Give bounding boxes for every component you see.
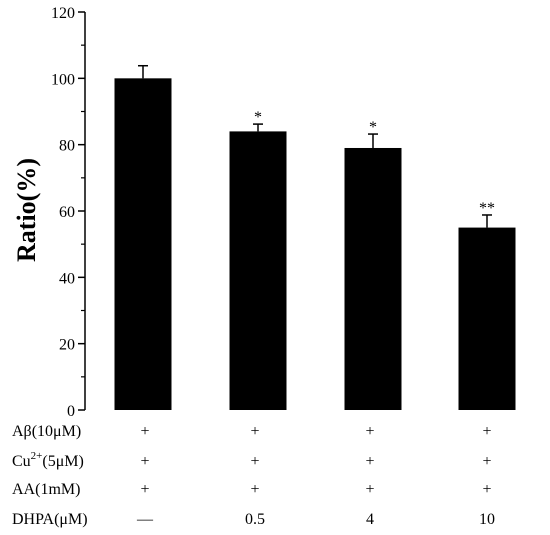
condition-value: + bbox=[482, 481, 491, 498]
condition-value: 10 bbox=[479, 511, 495, 528]
condition-label: Aβ(10μM) bbox=[12, 423, 81, 440]
condition-value: + bbox=[250, 453, 259, 470]
significance-mark: * bbox=[369, 119, 377, 136]
y-tick-label: 100 bbox=[51, 71, 75, 88]
y-tick-label: 80 bbox=[59, 138, 75, 155]
condition-label: Cu2+(5μM) bbox=[12, 450, 84, 470]
condition-value: 0.5 bbox=[245, 511, 265, 528]
condition-value: + bbox=[250, 481, 259, 498]
bar bbox=[344, 147, 402, 410]
condition-value: + bbox=[140, 423, 149, 440]
condition-value: + bbox=[482, 453, 491, 470]
condition-value: — bbox=[136, 511, 154, 528]
condition-value: + bbox=[482, 423, 491, 440]
condition-value: + bbox=[365, 423, 374, 440]
condition-value: + bbox=[365, 481, 374, 498]
y-tick-label: 60 bbox=[59, 204, 75, 221]
bars: **** bbox=[114, 64, 516, 410]
condition-table: Aβ(10μM) + + + + Cu2+(5μM) + + + + AA(1mM) + + + + DHPA… bbox=[12, 423, 495, 528]
condition-value: + bbox=[140, 481, 149, 498]
bar bbox=[458, 227, 516, 410]
condition-value: + bbox=[365, 453, 374, 470]
condition-value: + bbox=[250, 423, 259, 440]
y-axis-label: Ratio(%) bbox=[12, 158, 41, 262]
significance-mark: ** bbox=[479, 200, 495, 217]
y-tick-label: 40 bbox=[59, 270, 75, 287]
y-tick-label: 20 bbox=[59, 337, 75, 354]
y-tick-label: 120 bbox=[51, 5, 75, 22]
bar bbox=[114, 78, 172, 410]
condition-label: AA(1mM) bbox=[12, 481, 80, 498]
condition-value: + bbox=[140, 453, 149, 470]
y-axis: 0 20 40 60 80 100 120 bbox=[51, 5, 86, 420]
condition-label: DHPA(μM) bbox=[12, 511, 88, 528]
bar bbox=[229, 131, 287, 410]
y-tick-label: 0 bbox=[67, 403, 75, 420]
significance-mark: * bbox=[254, 109, 262, 126]
condition-value: 4 bbox=[366, 511, 374, 528]
